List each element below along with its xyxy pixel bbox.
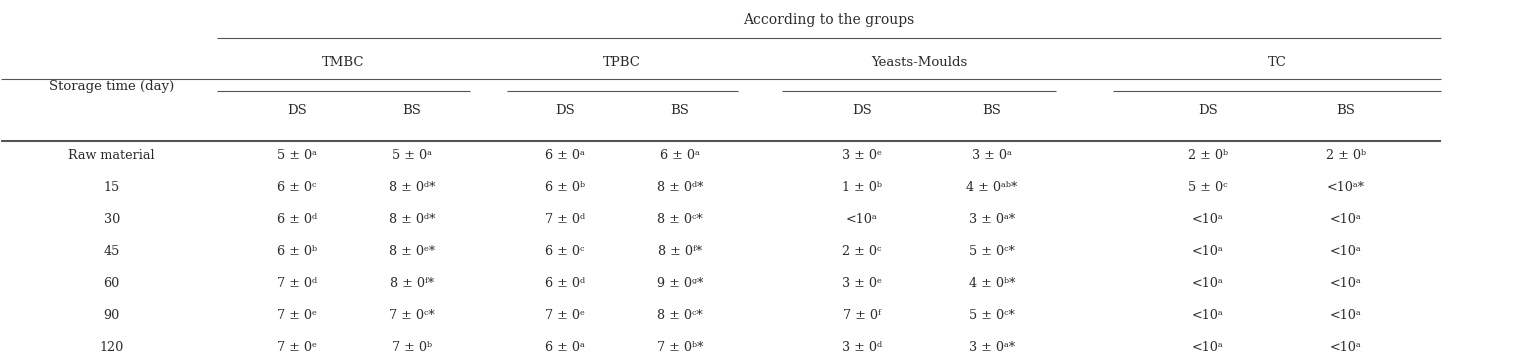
Text: BS: BS [983,104,1002,117]
Text: DS: DS [1198,104,1218,117]
Text: 7 ± 0ᵇ: 7 ± 0ᵇ [391,341,431,354]
Text: <10ᵃ: <10ᵃ [1192,245,1224,258]
Text: <10ᵃ: <10ᵃ [1192,309,1224,322]
Text: 6 ± 0ᶜ: 6 ± 0ᶜ [278,180,316,194]
Text: 1 ± 0ᵇ: 1 ± 0ᵇ [842,180,882,194]
Text: 30: 30 [103,213,120,226]
Text: TPBC: TPBC [603,56,641,69]
Text: <10ᵃ*: <10ᵃ* [1327,180,1365,194]
Text: <10ᵃ: <10ᵃ [1330,309,1362,322]
Text: 60: 60 [103,277,120,290]
Text: DS: DS [555,104,575,117]
Text: <10ᵃ: <10ᵃ [1192,341,1224,354]
Text: 6 ± 0ᵈ: 6 ± 0ᵈ [276,213,318,226]
Text: 5 ± 0ᶜ*: 5 ± 0ᶜ* [969,245,1016,258]
Text: 7 ± 0ᵈ: 7 ± 0ᵈ [276,277,318,290]
Text: BS: BS [1336,104,1355,117]
Text: 5 ± 0ᶜ*: 5 ± 0ᶜ* [969,309,1016,322]
Text: 6 ± 0ᵃ: 6 ± 0ᵃ [660,148,700,162]
Text: <10ᵃ: <10ᵃ [847,213,877,226]
Text: 3 ± 0ᵉ: 3 ± 0ᵉ [842,148,882,162]
Text: 5 ± 0ᶜ: 5 ± 0ᶜ [1189,180,1227,194]
Text: 8 ± 0ᵈ*: 8 ± 0ᵈ* [657,180,703,194]
Text: Raw material: Raw material [69,148,155,162]
Text: 7 ± 0ᵈ: 7 ± 0ᵈ [545,213,584,226]
Text: 3 ± 0ᵃ*: 3 ± 0ᵃ* [969,341,1016,354]
Text: 2 ± 0ᵇ: 2 ± 0ᵇ [1187,148,1229,162]
Text: 7 ± 0ᵉ: 7 ± 0ᵉ [545,309,584,322]
Text: 3 ± 0ᵉ: 3 ± 0ᵉ [842,277,882,290]
Text: DS: DS [287,104,307,117]
Text: TC: TC [1267,56,1287,69]
Text: 4 ± 0ᵇ*: 4 ± 0ᵇ* [969,277,1016,290]
Text: 90: 90 [103,309,120,322]
Text: Storage time (day): Storage time (day) [49,80,175,93]
Text: DS: DS [851,104,871,117]
Text: 6 ± 0ᵈ: 6 ± 0ᵈ [545,277,584,290]
Text: <10ᵃ: <10ᵃ [1330,245,1362,258]
Text: 8 ± 0ᶜ*: 8 ± 0ᶜ* [657,309,703,322]
Text: Yeasts-Moulds: Yeasts-Moulds [871,56,968,69]
Text: 7 ± 0ᶜ*: 7 ± 0ᶜ* [390,309,434,322]
Text: 2 ± 0ᶜ: 2 ± 0ᶜ [842,245,882,258]
Text: 6 ± 0ᶜ: 6 ± 0ᶜ [545,245,584,258]
Text: 3 ± 0ᵈ: 3 ± 0ᵈ [842,341,882,354]
Text: 6 ± 0ᵃ: 6 ± 0ᵃ [545,341,584,354]
Text: According to the groups: According to the groups [744,14,914,27]
Text: 6 ± 0ᵇ: 6 ± 0ᵇ [545,180,584,194]
Text: 7 ± 0ᶠ: 7 ± 0ᶠ [844,309,881,322]
Text: 4 ± 0ᵃᵇ*: 4 ± 0ᵃᵇ* [966,180,1017,194]
Text: <10ᵃ: <10ᵃ [1192,277,1224,290]
Text: 15: 15 [103,180,120,194]
Text: <10ᵃ: <10ᵃ [1192,213,1224,226]
Text: 8 ± 0ᵈ*: 8 ± 0ᵈ* [388,213,436,226]
Text: 8 ± 0ᵈ*: 8 ± 0ᵈ* [388,180,436,194]
Text: 3 ± 0ᵃ*: 3 ± 0ᵃ* [969,213,1016,226]
Text: 5 ± 0ᵃ: 5 ± 0ᵃ [391,148,431,162]
Text: 8 ± 0ᶠ*: 8 ± 0ᶠ* [390,277,434,290]
Text: 7 ± 0ᵇ*: 7 ± 0ᵇ* [657,341,703,354]
Text: BS: BS [670,104,689,117]
Text: 45: 45 [103,245,120,258]
Text: <10ᵃ: <10ᵃ [1330,341,1362,354]
Text: <10ᵃ: <10ᵃ [1330,277,1362,290]
Text: BS: BS [402,104,422,117]
Text: 8 ± 0ᶜ*: 8 ± 0ᶜ* [657,213,703,226]
Text: 9 ± 0ᵍ*: 9 ± 0ᵍ* [657,277,703,290]
Text: 6 ± 0ᵇ: 6 ± 0ᵇ [276,245,318,258]
Text: TMBC: TMBC [322,56,365,69]
Text: 7 ± 0ᵉ: 7 ± 0ᵉ [278,309,318,322]
Text: 6 ± 0ᵃ: 6 ± 0ᵃ [545,148,584,162]
Text: 3 ± 0ᵃ: 3 ± 0ᵃ [973,148,1012,162]
Text: 8 ± 0ᶠ*: 8 ± 0ᶠ* [658,245,701,258]
Text: 8 ± 0ᵉ*: 8 ± 0ᵉ* [388,245,434,258]
Text: 5 ± 0ᵃ: 5 ± 0ᵃ [278,148,318,162]
Text: <10ᵃ: <10ᵃ [1330,213,1362,226]
Text: 120: 120 [100,341,124,354]
Text: 2 ± 0ᵇ: 2 ± 0ᵇ [1325,148,1365,162]
Text: 7 ± 0ᵉ: 7 ± 0ᵉ [278,341,318,354]
